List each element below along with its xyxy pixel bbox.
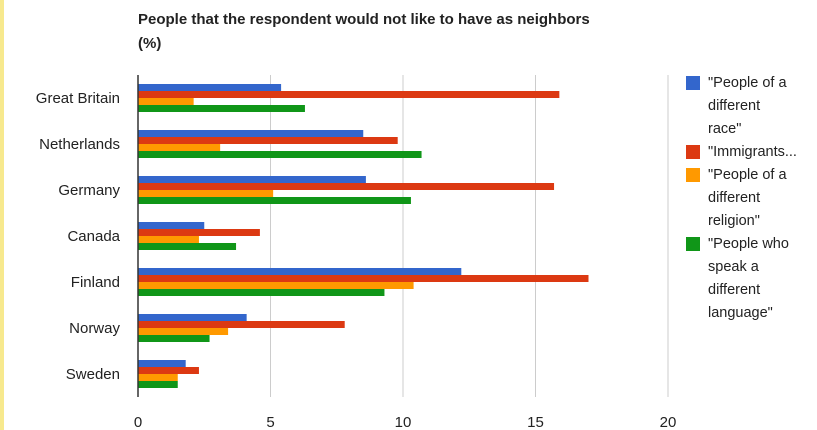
bar — [138, 321, 345, 328]
x-tick-label: 15 — [527, 414, 544, 430]
legend-item: "People of a different race" — [686, 72, 814, 141]
bar — [138, 137, 398, 144]
bar — [138, 84, 282, 91]
category-label: Canada — [67, 228, 120, 245]
bar — [138, 243, 237, 250]
legend-item: "People who speak a different language" — [686, 233, 814, 325]
category-label: Great Britain — [36, 90, 120, 107]
bar — [138, 144, 221, 151]
bar — [138, 374, 178, 381]
bar — [138, 130, 364, 137]
left-edge-stripe — [0, 0, 4, 430]
legend-label: "People who speak a different language" — [708, 236, 789, 321]
bar — [138, 176, 366, 183]
bar — [138, 183, 555, 190]
bar — [138, 328, 229, 335]
category-label: Norway — [69, 320, 120, 337]
legend-swatch — [686, 237, 700, 251]
bar — [138, 282, 414, 289]
category-label: Finland — [71, 274, 120, 291]
x-tick-label: 5 — [266, 414, 274, 430]
chart-title: People that the respondent would not lik… — [138, 11, 590, 52]
category-label: Germany — [58, 182, 120, 199]
legend-label: "People of a different religion" — [708, 167, 787, 229]
legend-swatch — [686, 168, 700, 182]
bar — [138, 335, 210, 342]
bar — [138, 98, 194, 105]
bar — [138, 314, 247, 321]
legend-swatch — [686, 76, 700, 90]
bar — [138, 275, 589, 282]
chart-legend: "People of a different race" "Immigrants.… — [686, 72, 814, 325]
legend-item: "People of a different religion" — [686, 164, 814, 233]
bar — [138, 229, 260, 236]
bar — [138, 222, 205, 229]
legend-item: "Immigrants... — [686, 141, 814, 164]
bar — [138, 105, 305, 112]
bar — [138, 190, 274, 197]
category-label: Netherlands — [39, 136, 120, 153]
x-tick-label: 10 — [395, 414, 412, 430]
bar — [138, 268, 462, 275]
bar — [138, 367, 199, 374]
x-tick-label: 0 — [134, 414, 142, 430]
legend-label: "People of a different race" — [708, 75, 787, 137]
legend-label: "Immigrants... — [708, 144, 797, 160]
bar — [138, 360, 186, 367]
legend-swatch — [686, 145, 700, 159]
bar — [138, 289, 385, 296]
bar — [138, 91, 560, 98]
category-label: Sweden — [66, 366, 120, 383]
bar — [138, 381, 178, 388]
x-tick-label: 20 — [660, 414, 677, 430]
bar — [138, 197, 411, 204]
bar — [138, 236, 199, 243]
bar — [138, 151, 422, 158]
